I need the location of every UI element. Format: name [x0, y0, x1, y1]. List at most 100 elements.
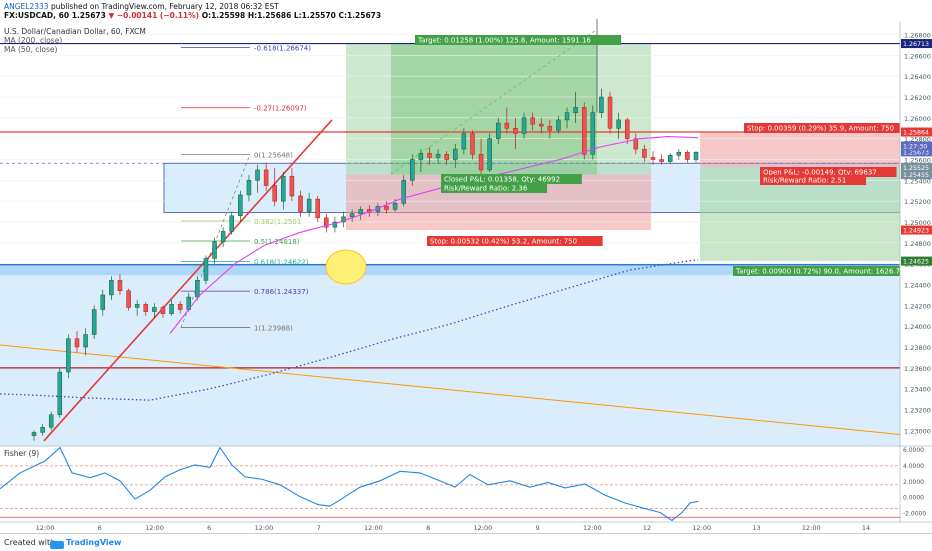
price-change: ▼ −0.00141 (−0.11%) [108, 11, 200, 20]
candle-body [341, 216, 346, 223]
candle-body [332, 221, 338, 228]
price-tick-label: 1.23000 [904, 427, 931, 435]
fib-level-label: 0.5(1.24818) [254, 238, 300, 246]
candle-body [487, 138, 492, 171]
price-tick-label: 1.23600 [904, 365, 931, 373]
candle-body [599, 96, 604, 113]
candle-body [289, 175, 295, 197]
time-tick-label: 12:00 [145, 524, 164, 532]
ma200-line [0, 258, 699, 401]
candle-body [100, 294, 106, 310]
price-tick-label: 1.24000 [904, 323, 931, 331]
brand-name[interactable]: TradingView [66, 538, 122, 547]
open-pnl-label: Open P&L: -0.00149, Qty: 69637 [763, 169, 877, 177]
time-tick-label: 13 [752, 524, 760, 532]
support-band [0, 264, 900, 276]
candle-body [401, 180, 406, 204]
candle-body [392, 203, 398, 210]
fisher-tick-label: 2.0000 [903, 479, 924, 486]
chart-title: U.S. Dollar/Canadian Dollar, 60, FXCM [4, 27, 146, 36]
candle-body [229, 215, 234, 232]
fisher-tick-label: 4.0000 [903, 463, 924, 470]
long-position-1-profit-zone [391, 43, 597, 175]
candle-body [530, 117, 535, 125]
candle-body [177, 304, 183, 310]
candle-body [306, 198, 312, 212]
candle-body [272, 185, 277, 202]
lower-support-zone [0, 264, 900, 446]
candle-body [496, 122, 501, 139]
candle-body [650, 157, 656, 160]
candle-body [453, 148, 458, 160]
publish-line: ANGEL2333 published on TradingView.com, … [4, 2, 279, 11]
price-marker-label: 1.25864 [903, 130, 929, 137]
price-marker-label: 1:27:30 [903, 143, 927, 150]
closed-pnl-label: Closed P&L: 0.01358, Qty: 46992 [444, 176, 560, 184]
candle-body [470, 133, 475, 155]
price-tick-label: 1.24800 [904, 240, 931, 248]
candle-body [659, 159, 664, 162]
time-tick-label: 6 [98, 524, 102, 532]
candle-body [117, 280, 123, 292]
price-tick-label: 1.23800 [904, 344, 931, 352]
time-tick-label: 7 [317, 524, 321, 532]
fib-level-label: 0.618(1.24622) [254, 258, 309, 266]
candle-body [564, 112, 570, 121]
price-tick-label: 1.26400 [904, 73, 931, 81]
indicator-ma50[interactable]: MA (50, close) [4, 45, 58, 54]
candle-body [109, 280, 114, 296]
candle-body [324, 217, 329, 228]
price-marker-box [901, 141, 932, 151]
price-marker-label: 1.25525 [903, 165, 929, 172]
fisher-title[interactable]: Fisher (9) [4, 449, 40, 458]
open-pnl-label-box [760, 167, 897, 177]
fib-level-label: 0.382(1.2501 [254, 218, 301, 226]
ohlc-values: O:1.25598 H:1.25686 L:1.25570 C:1.25673 [201, 11, 382, 20]
price-marker-label: 1.25673 [903, 149, 929, 156]
chart-canvas: -0.618(1.26674) -0.27(1.26097) 0(1.25648) 0… [0, 18, 932, 532]
candle-body [590, 112, 596, 155]
ascending-trendline [43, 119, 333, 442]
candle-body [57, 371, 63, 415]
candle-body [573, 107, 578, 113]
indicator-ma200[interactable]: MA (200, close) [4, 36, 63, 45]
fisher-line [0, 446, 699, 522]
price-tick-label: 1.23200 [904, 407, 931, 415]
candle-body [521, 117, 527, 134]
candle-body [538, 123, 544, 127]
candle-body [693, 151, 699, 160]
time-tick-label: 12:00 [692, 524, 711, 532]
candle-body [298, 195, 303, 212]
price-tick-label: 1.25200 [904, 198, 931, 206]
short-position-stop-zone [700, 132, 900, 168]
time-tick-label: 8 [426, 524, 430, 532]
fisher-tick-label: 0.0000 [903, 495, 924, 502]
candle-body [607, 96, 613, 129]
price-tick-label: 1.25000 [904, 219, 931, 227]
time-tick-label: 14 [862, 524, 870, 532]
candle-body [581, 107, 587, 155]
fib-trend-line [180, 154, 251, 328]
fisher-tick-label: -2.0000 [903, 511, 926, 518]
stop-label-short-box [744, 123, 920, 133]
price-marker-label: 1.25455 [903, 172, 929, 179]
price-tick-label: 1.25600 [904, 157, 931, 165]
publisher-user[interactable]: ANGEL2333 [4, 2, 49, 11]
candle-body [418, 153, 424, 160]
last-price: 1.25673 [71, 11, 106, 20]
closed-pnl-label-box [441, 174, 582, 184]
price-marker-box [901, 39, 932, 49]
price-tick-label: 1.26200 [904, 94, 931, 102]
price-marker-box [901, 147, 932, 157]
candle-body [676, 151, 682, 156]
candle-body [66, 338, 71, 373]
candle-body [212, 241, 217, 259]
price-tick-label: 1.24400 [904, 282, 931, 290]
footer: Created with TradingView [0, 533, 932, 551]
candle-body [349, 213, 355, 218]
candle-body [624, 119, 630, 139]
candle-body [358, 209, 363, 214]
time-tick-label: 12:00 [583, 524, 602, 532]
candle-body [444, 154, 449, 160]
candle-body [281, 175, 286, 202]
